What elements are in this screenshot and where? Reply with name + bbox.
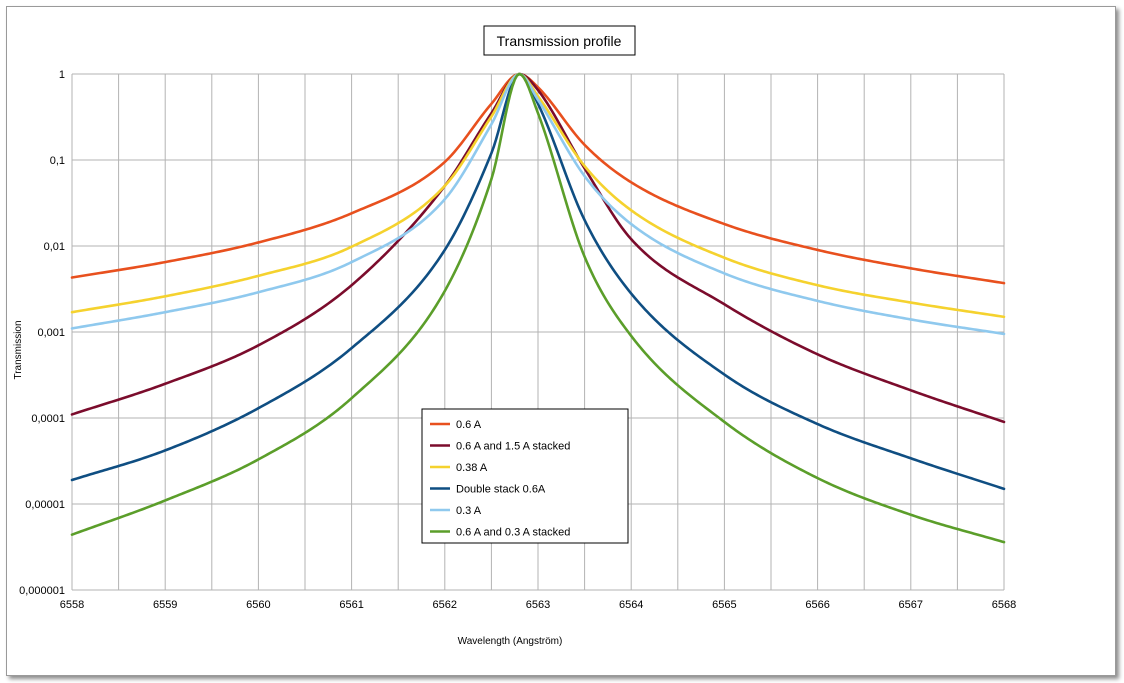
x-tick-label: 6563 bbox=[526, 599, 550, 611]
legend-label: Double stack 0.6A bbox=[456, 484, 546, 496]
series-line bbox=[70, 72, 1006, 491]
chart-title-box: Transmission profile bbox=[483, 25, 636, 56]
x-tick-label: 6567 bbox=[899, 599, 923, 611]
y-tick-label: 0,001 bbox=[37, 327, 65, 339]
x-tick-label: 6568 bbox=[992, 599, 1016, 611]
legend-label: 0.6 A and 1.5 A stacked bbox=[456, 441, 570, 453]
y-tick-label: 0,00001 bbox=[25, 499, 65, 511]
series-line bbox=[70, 72, 1006, 544]
legend-box bbox=[421, 408, 629, 544]
x-tick-label: 6560 bbox=[246, 599, 270, 611]
y-tick-label: 0,0001 bbox=[31, 413, 65, 425]
x-axis-title: Wavelength (Angström) bbox=[458, 636, 563, 647]
chart-background bbox=[7, 7, 1115, 675]
legend-label: 0.6 A and 0.3 A stacked bbox=[456, 527, 570, 539]
series-line bbox=[70, 72, 1006, 424]
axes: 6558 6559 6560 6561 6562 6563 6564 6565 6566 6567… bbox=[19, 69, 1016, 611]
chart-title: Transmission profile bbox=[497, 33, 622, 49]
x-tick-label: 6561 bbox=[339, 599, 363, 611]
y-axis-title: Transmission bbox=[13, 320, 24, 379]
legend: 0.6 A 0.6 A and 1.5 A stacked 0.38 A Double… bbox=[421, 408, 629, 544]
x-tick-label: 6558 bbox=[60, 599, 84, 611]
chart-frame: 6558 6559 6560 6561 6562 6563 6564 6565 6566 6567… bbox=[6, 6, 1116, 676]
legend-label: 0.38 A bbox=[456, 462, 488, 474]
legend-label: 0.3 A bbox=[456, 505, 482, 517]
legend-label: 0.6 A bbox=[456, 419, 482, 431]
y-tick-label: 0,1 bbox=[50, 155, 65, 167]
series-line bbox=[70, 72, 1006, 319]
y-tick-label: 0,000001 bbox=[19, 585, 65, 597]
x-tick-label: 6564 bbox=[619, 599, 643, 611]
transmission-chart: 6558 6559 6560 6561 6562 6563 6564 6565 6566 6567… bbox=[7, 7, 1115, 675]
x-tick-label: 6559 bbox=[153, 599, 177, 611]
series-layer bbox=[70, 72, 1006, 544]
x-tick-label: 6566 bbox=[805, 599, 829, 611]
chart-title-border bbox=[483, 25, 636, 56]
series-line bbox=[70, 72, 1006, 285]
series-line bbox=[70, 72, 1006, 336]
x-tick-label: 6562 bbox=[433, 599, 457, 611]
y-tick-label: 1 bbox=[59, 69, 65, 81]
y-tick-label: 0,01 bbox=[44, 241, 65, 253]
x-tick-label: 6565 bbox=[712, 599, 736, 611]
